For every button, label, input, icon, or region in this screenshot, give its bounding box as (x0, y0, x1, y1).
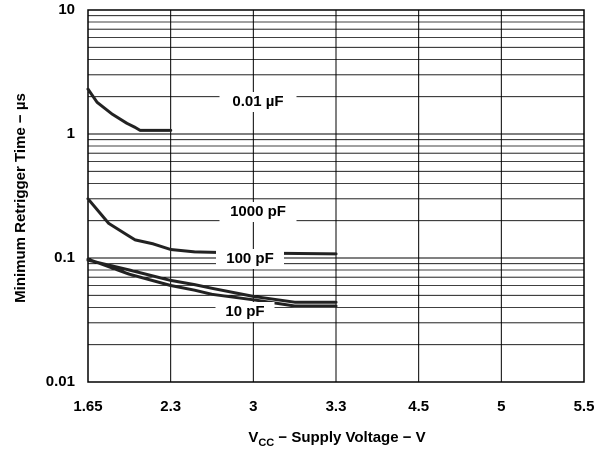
x-tick-label: 5 (497, 398, 505, 415)
x-tick-label: 5.5 (574, 398, 595, 415)
x-tick-label: 2.3 (160, 398, 181, 415)
x-axis-label: VCC − Supply Voltage − V (248, 429, 425, 449)
series-label-text: 10 pF (225, 303, 264, 320)
series-label-background (215, 302, 275, 322)
x-tick-label: 4.5 (408, 398, 429, 415)
series-line-2 (86, 258, 338, 304)
series-label-2: 100 pF (216, 249, 284, 269)
y-tick-label: 1 (67, 125, 75, 142)
y-tick-label: 0.1 (54, 249, 75, 266)
x-axis-label-rest: − Supply Voltage − V (274, 429, 425, 446)
y-tick-label: 0.01 (46, 373, 75, 390)
series-label-background (219, 92, 297, 112)
x-axis-ticks: 1.65 2.3 3 3.3 4.5 5 5.5 (73, 398, 594, 415)
x-axis-label-prefix: V (248, 429, 258, 446)
chart-series (86, 87, 338, 308)
series-label-text: 100 pF (226, 250, 274, 267)
series-label-text: 1000 pF (230, 203, 286, 220)
series-label-0: 0.01 µF (219, 92, 297, 112)
series-label-1: 1000 pF (219, 202, 297, 222)
x-axis-label-subscript: CC (258, 437, 274, 449)
series-line-1 (86, 197, 338, 256)
series-labels: 0.01 µF 1000 pF 100 pF 10 pF (215, 92, 297, 322)
chart-grid (87, 9, 585, 383)
x-tick-label: 3 (249, 398, 257, 415)
x-tick-label: 1.65 (73, 398, 102, 415)
series-line-3 (86, 257, 338, 308)
x-tick-label: 3.3 (326, 398, 347, 415)
series-label-3: 10 pF (215, 302, 275, 322)
plot-frame (87, 9, 585, 383)
y-axis-label: Minimum Retrigger Time − µs (12, 93, 29, 303)
series-line-0 (86, 87, 173, 132)
series-label-background (216, 249, 284, 269)
series-label-text: 0.01 µF (232, 93, 283, 110)
series-label-background (219, 202, 297, 222)
y-axis-ticks: 10 1 0.1 0.01 (46, 1, 75, 390)
y-tick-label: 10 (58, 1, 75, 18)
